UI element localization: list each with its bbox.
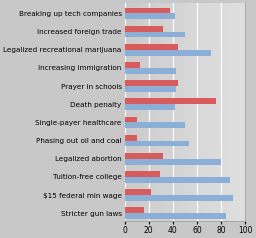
Bar — [124, 68, 176, 74]
Bar — [124, 189, 151, 195]
Bar — [124, 177, 230, 183]
Bar — [124, 135, 137, 141]
Bar — [124, 171, 159, 177]
Bar — [124, 99, 216, 104]
Bar — [124, 159, 221, 164]
Bar — [124, 104, 175, 110]
Bar — [124, 122, 185, 128]
Bar — [124, 50, 211, 56]
Bar — [124, 80, 178, 86]
Bar — [124, 141, 188, 146]
Bar — [124, 32, 185, 37]
Bar — [124, 213, 226, 219]
Bar — [124, 44, 178, 50]
Bar — [124, 153, 163, 159]
Bar — [124, 8, 170, 14]
Bar — [124, 26, 163, 32]
Bar — [124, 14, 175, 19]
Bar — [124, 62, 140, 68]
Bar — [124, 207, 144, 213]
Bar — [124, 195, 233, 201]
Bar — [124, 117, 137, 122]
Bar — [124, 86, 176, 92]
